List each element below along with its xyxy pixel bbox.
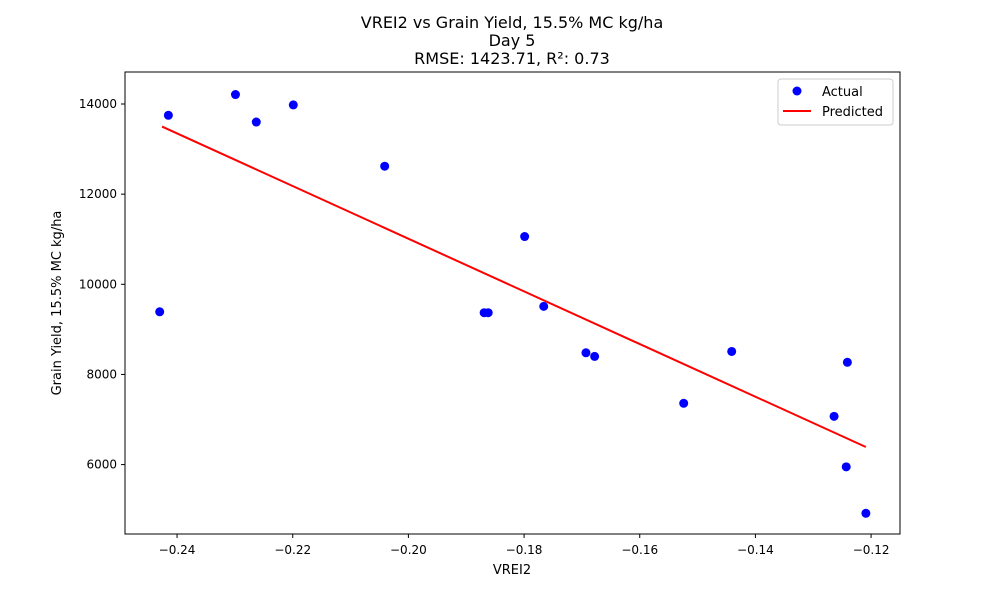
actual-point-13 <box>679 398 689 408</box>
x-tick-label: −0.22 <box>274 543 311 557</box>
legend-box <box>777 78 894 126</box>
chart-title-line-3: RMSE: 1423.71, R²: 0.73 <box>414 49 610 68</box>
actual-point-5 <box>288 100 298 110</box>
actual-point-4 <box>251 117 261 127</box>
plot-frame <box>124 71 901 535</box>
predicted-line <box>161 125 867 448</box>
actual-point-9 <box>520 232 530 242</box>
x-tick-label: −0.14 <box>737 543 774 557</box>
actual-point-2 <box>163 110 173 120</box>
legend-marker-actual <box>792 86 802 96</box>
y-axis: 6000 8000 10000 12000 14000 <box>79 97 125 472</box>
actual-point-10 <box>539 301 549 311</box>
x-tick-label: −0.20 <box>390 543 427 557</box>
actual-point-14 <box>727 346 737 356</box>
legend-label-predicted: Predicted <box>822 105 883 120</box>
x-tick-label: −0.16 <box>621 543 658 557</box>
y-tick-label: 10000 <box>79 277 117 291</box>
plot-area <box>155 90 871 518</box>
y-axis-label: Grain Yield, 15.5% MC kg/ha <box>50 211 65 396</box>
y-tick-label: 6000 <box>86 458 117 472</box>
x-axis: −0.24 −0.22 −0.20 −0.18 −0.16 −0.14 −0.12 <box>159 534 890 557</box>
x-axis-label: VREI2 <box>493 563 531 578</box>
actual-point-1 <box>155 307 165 317</box>
y-tick-label: 14000 <box>79 97 117 111</box>
y-tick-label: 8000 <box>86 367 117 381</box>
actual-point-6 <box>380 161 390 171</box>
actual-point-11 <box>581 348 591 358</box>
x-tick-label: −0.18 <box>506 543 543 557</box>
actual-point-17 <box>842 357 852 367</box>
legend-label-actual: Actual <box>822 85 863 100</box>
actual-point-3 <box>230 90 240 100</box>
actual-point-12 <box>590 351 600 361</box>
actual-point-15 <box>829 411 839 421</box>
x-tick-label: −0.12 <box>853 543 890 557</box>
legend: Actual Predicted <box>777 78 894 126</box>
actual-point-18 <box>861 508 871 518</box>
actual-point-16 <box>841 462 851 472</box>
x-tick-label: −0.24 <box>159 543 196 557</box>
actual-point-8 <box>483 308 493 318</box>
y-tick-label: 12000 <box>79 187 117 201</box>
chart-title-line-2: Day 5 <box>489 31 536 50</box>
chart-title-line-1: VREI2 vs Grain Yield, 15.5% MC kg/ha <box>361 13 664 32</box>
